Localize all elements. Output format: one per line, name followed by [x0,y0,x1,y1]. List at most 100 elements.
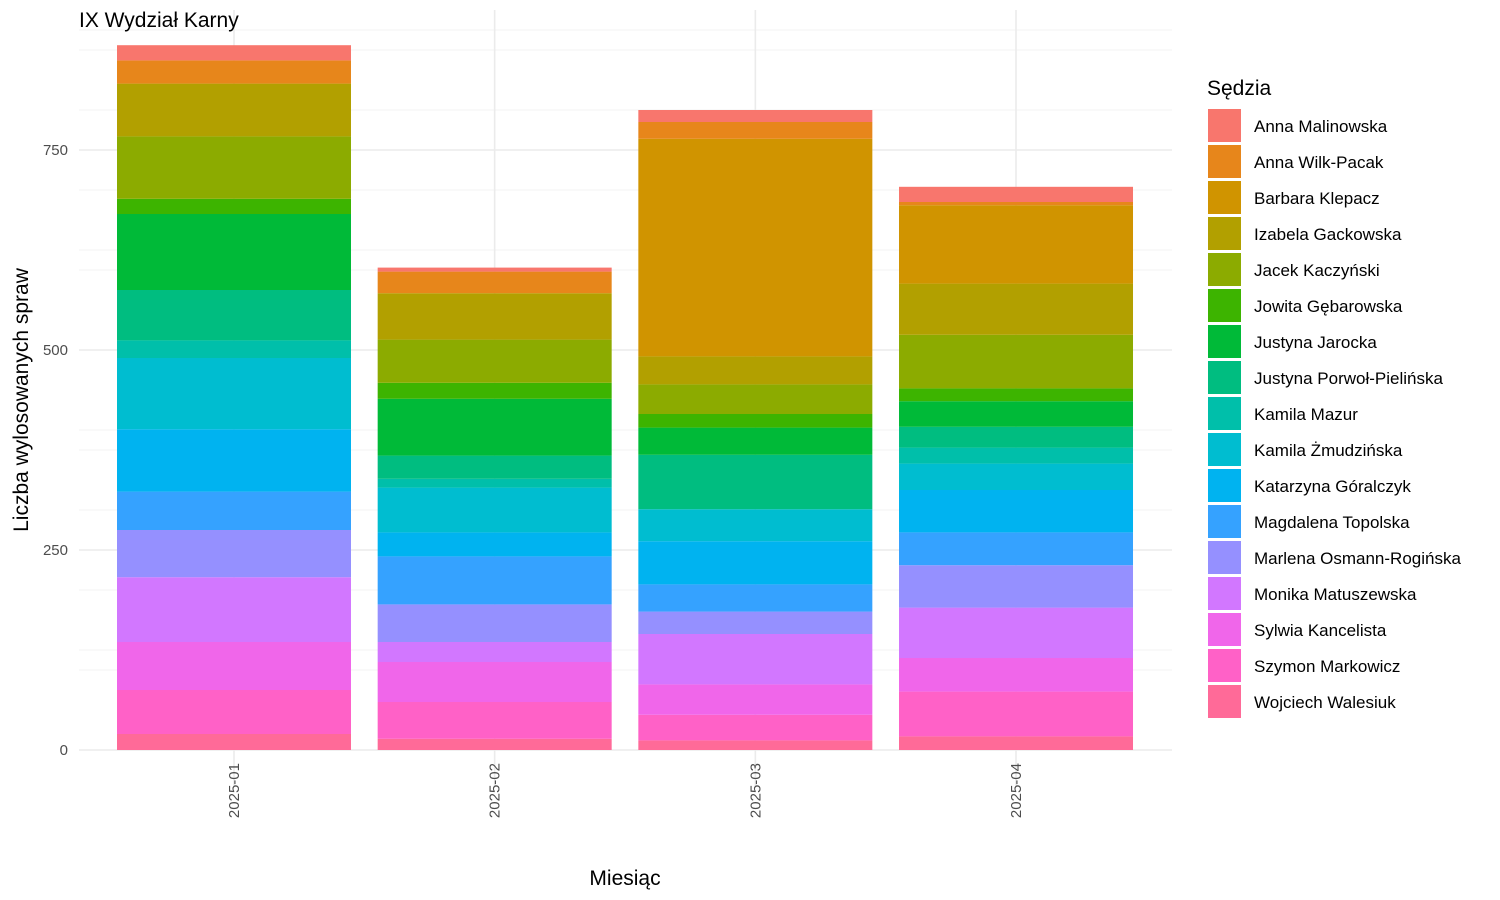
y-axis-title: Liczba wylosowanych spraw [10,267,33,532]
legend-key [1208,109,1241,142]
bar-segment [117,340,351,358]
bar-segment [117,734,351,750]
legend-key [1208,325,1241,358]
x-axis-title: Miesiąc [589,867,660,890]
bar-segment [377,642,612,662]
y-tick-label: 750 [43,142,68,159]
bars [117,45,1134,750]
legend-label: Jowita Gębarowska [1254,297,1403,316]
bar-segment [638,509,873,542]
bar-segment [638,740,873,750]
bar-segment [899,463,1134,490]
bar-segment [899,426,1134,448]
legend-key [1208,289,1241,322]
legend-label: Justyna Porwoł-Pielińska [1254,369,1444,388]
bar-segment [638,584,873,612]
legend-key [1208,541,1241,574]
bar-segment [638,356,873,385]
legend-key [1208,649,1241,682]
bar-segment [899,607,1134,658]
legend-label: Katarzyna Góralczyk [1254,477,1411,496]
bar-segment [638,138,873,357]
bar-segment [117,690,351,734]
bar-segment [377,604,612,642]
legend-label: Magdalena Topolska [1254,513,1410,532]
legend-label: Monika Matuszewska [1254,585,1417,604]
bar-segment [899,401,1134,427]
bar-segment [638,714,873,741]
x-tick-label: 2025-02 [487,763,504,818]
bar-segment [377,271,612,294]
bar-segment [899,334,1134,389]
legend-title: Sędzia [1207,77,1272,100]
legend-label: Kamila Mazur [1254,405,1358,424]
legend-key [1208,217,1241,250]
bar-segment [899,658,1134,692]
bar-segment [377,293,612,340]
legend-key [1208,433,1241,466]
bar-segment [638,122,873,139]
bar-segment [638,110,873,122]
bar-segment [899,490,1134,533]
legend-label: Wojciech Walesiuk [1254,693,1396,712]
legend-key [1208,577,1241,610]
bar-segment [117,530,351,578]
legend-label: Szymon Markowicz [1254,657,1400,676]
bar-segment [638,384,873,414]
bar-segment [899,447,1134,464]
legend-key [1208,685,1241,718]
legend-key [1208,181,1241,214]
bar-segment [899,283,1134,335]
y-tick-label: 0 [60,742,68,759]
bar-segment [117,136,351,199]
legend-key [1208,361,1241,394]
bar-segment [638,427,873,455]
bar-segment [899,736,1134,750]
bar-segment [638,684,873,715]
bar-segment [377,556,612,605]
bar-segment [117,290,351,341]
x-tick-label: 2025-04 [1008,763,1025,818]
legend-key [1208,613,1241,646]
legend-key [1208,145,1241,178]
bar-segment [377,382,612,399]
bar-segment [899,202,1134,206]
bar-segment [377,478,612,488]
bar-segment [377,339,612,383]
bar-segment [117,577,351,642]
bar-segment [638,414,873,428]
bar-segment [117,429,351,492]
bar-segment [638,541,873,585]
bar-segment [377,738,612,750]
bar-segment [638,611,873,634]
chart-title: IX Wydział Karny [79,9,239,32]
bar-segment [377,455,612,479]
bar-segment [117,83,351,137]
legend-label: Marlena Osmann-Rogińska [1254,549,1461,568]
bar-segment [377,267,612,272]
y-tick-label: 250 [43,542,68,559]
legend-key [1208,505,1241,538]
x-tick-label: 2025-01 [226,763,243,818]
legend-key [1208,469,1241,502]
bar-segment [638,634,873,685]
bar-segment [638,454,873,510]
legend-key [1208,253,1241,286]
y-tick-labels: 0 250 500 750 [43,142,68,759]
legend-label: Justyna Jarocka [1254,333,1377,352]
legend-label: Barbara Klepacz [1254,189,1380,208]
legend-label: Kamila Żmudzińska [1254,441,1403,460]
x-tick-labels: 2025-01 2025-02 2025-03 2025-04 [226,763,1025,818]
legend-label: Sylwia Kancelista [1254,621,1387,640]
bar-segment [377,487,612,533]
bar-segment [899,565,1134,608]
bar-segment [117,60,351,84]
legend-label: Jacek Kaczyński [1254,261,1380,280]
bar-segment [117,358,351,430]
bar-segment [117,45,351,61]
bar-segment [377,398,612,456]
bar-segment [899,532,1134,566]
y-tick-label: 500 [43,342,68,359]
bar-segment [377,662,612,702]
